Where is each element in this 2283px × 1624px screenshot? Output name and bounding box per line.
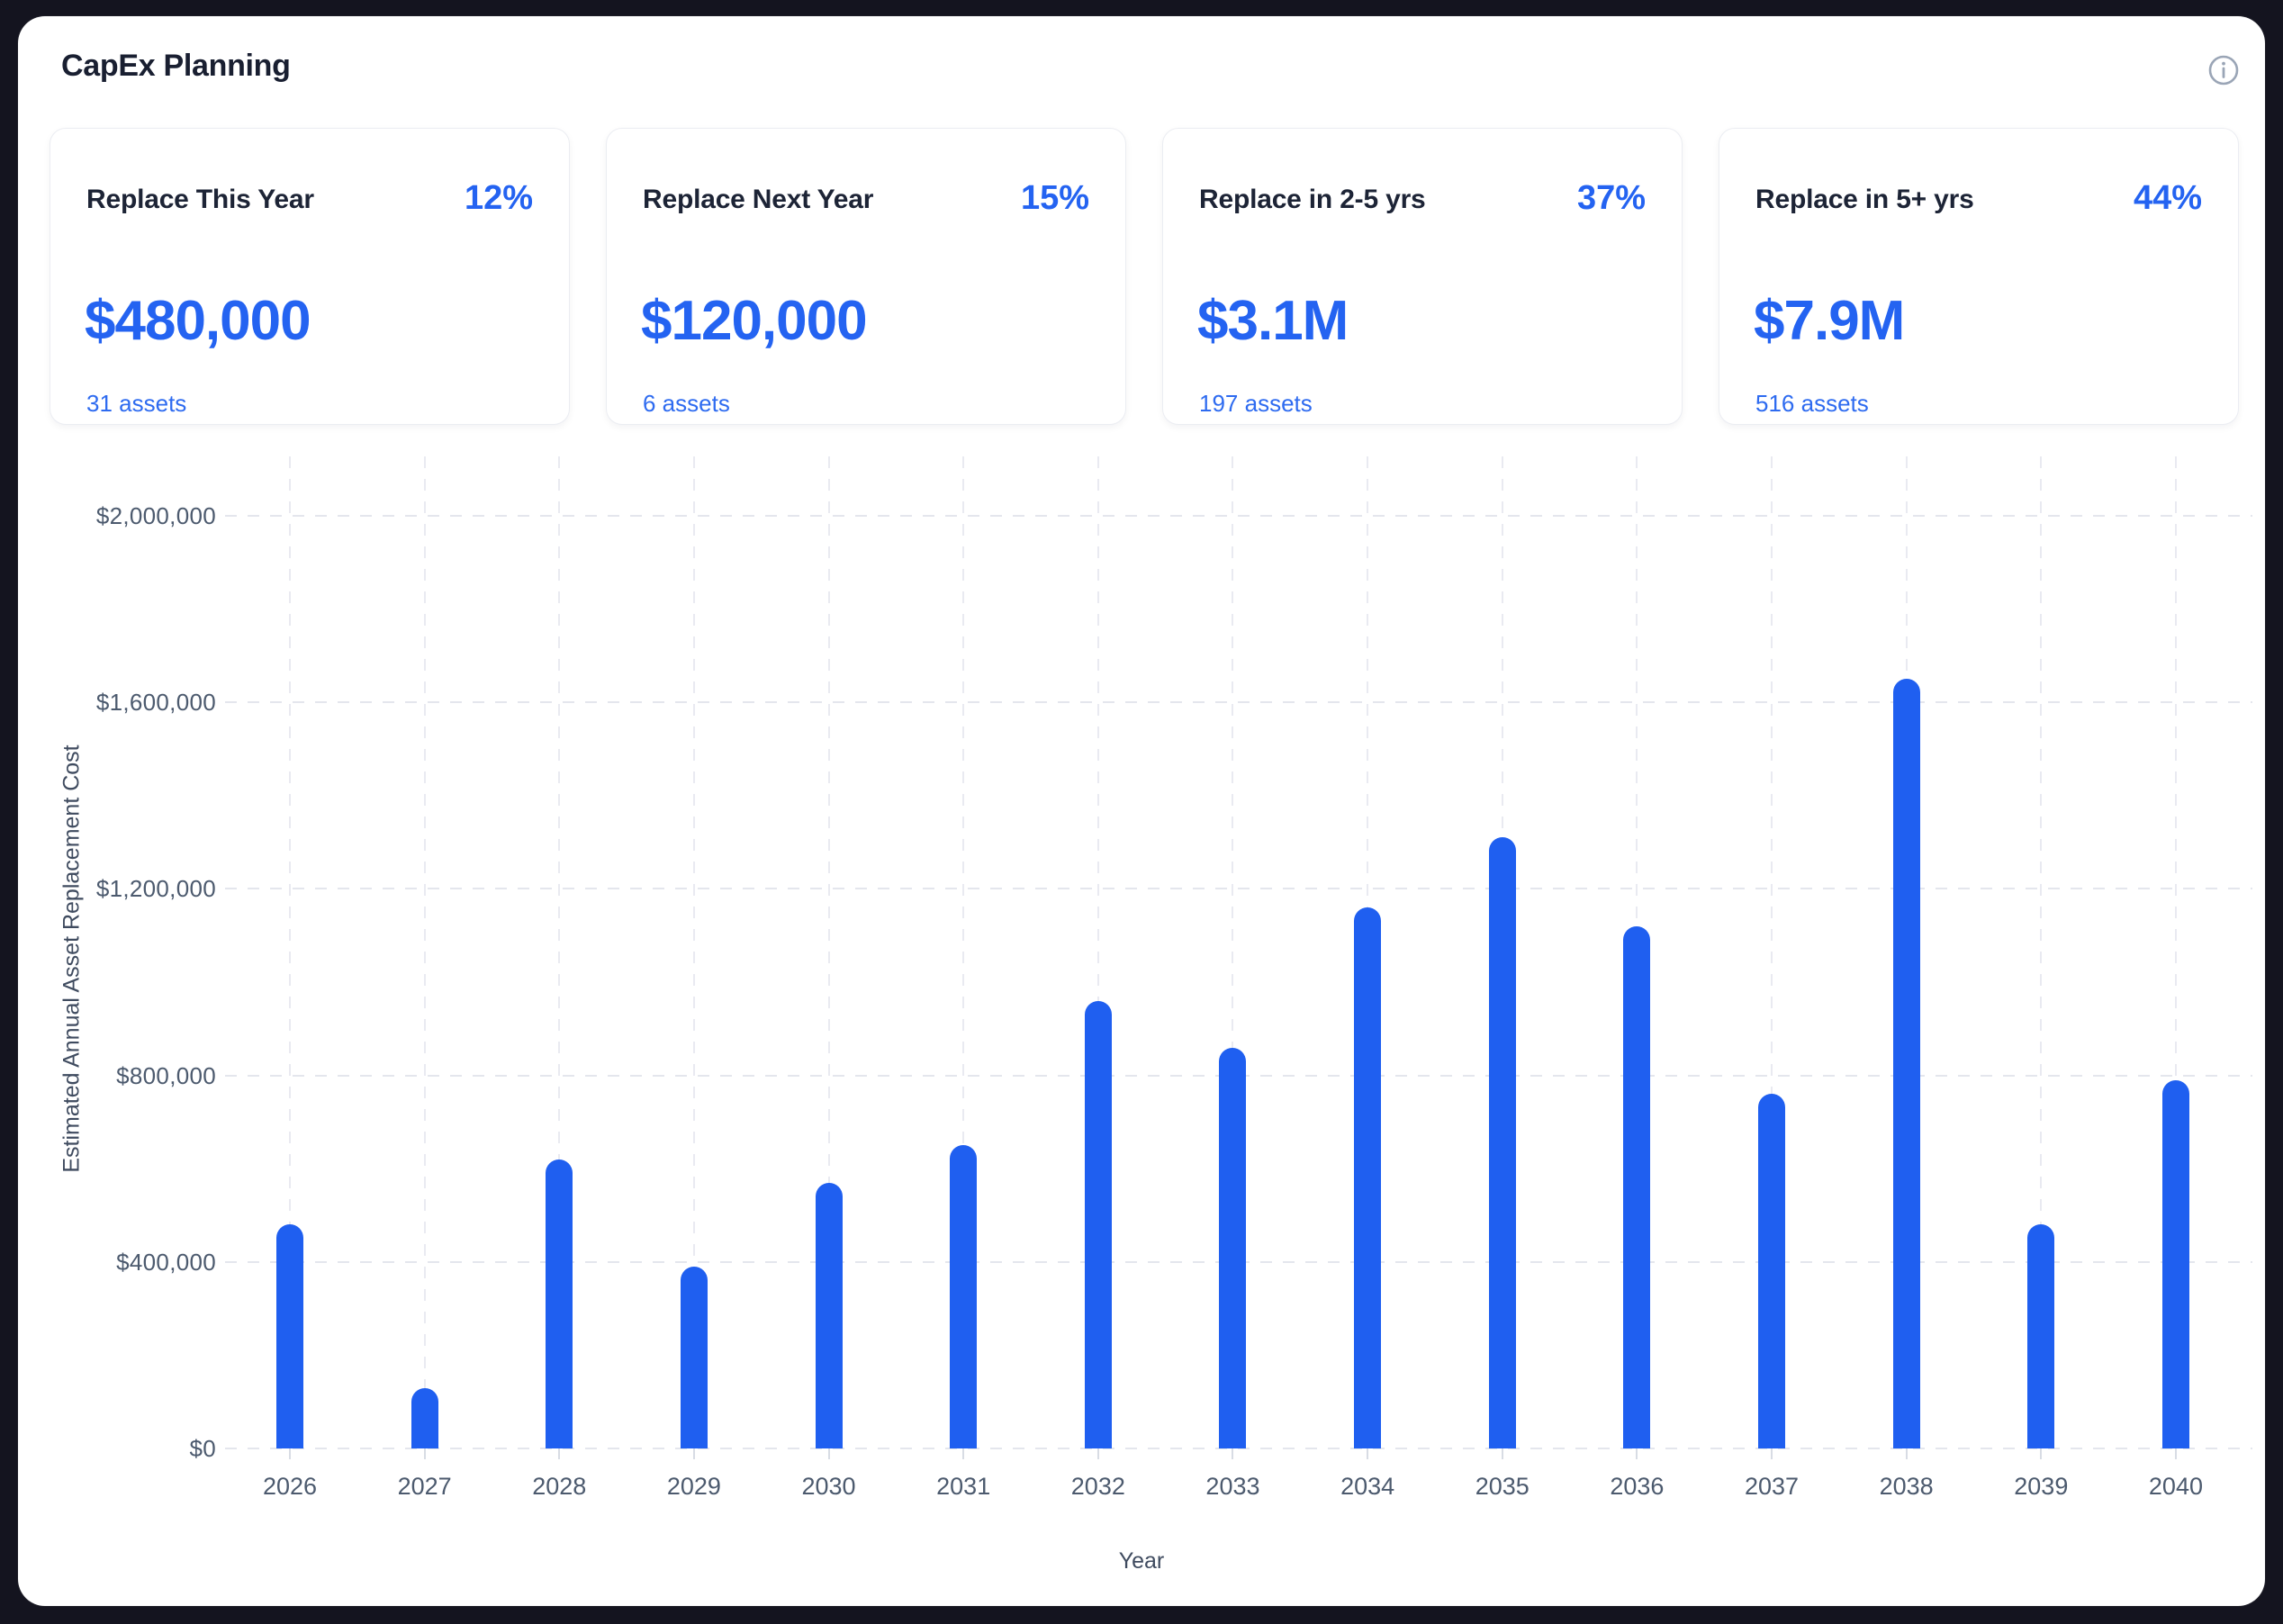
y-tick-label-0: $0	[70, 1435, 216, 1463]
x-axis-tick-2030	[828, 1448, 830, 1459]
x-tick-label-2034: 2034	[1304, 1473, 1430, 1501]
y-tick-label-1200000: $1,200,000	[70, 875, 216, 903]
x-tick-label-2031: 2031	[900, 1473, 1026, 1501]
bar-2028[interactable]	[546, 1159, 573, 1448]
x-tick-label-2035: 2035	[1439, 1473, 1566, 1501]
bar-2027[interactable]	[411, 1388, 438, 1448]
x-tick-label-2027: 2027	[362, 1473, 488, 1501]
bar-2034[interactable]	[1354, 907, 1381, 1448]
x-axis-tick-2035	[1502, 1448, 1503, 1459]
x-axis-tick-2029	[693, 1448, 695, 1459]
x-tick-label-2029: 2029	[631, 1473, 757, 1501]
bar-2030[interactable]	[816, 1183, 843, 1448]
y-tick-label-800000: $800,000	[70, 1062, 216, 1090]
x-axis-tick-2032	[1097, 1448, 1099, 1459]
x-tick-label-2039: 2039	[1978, 1473, 2104, 1501]
h-gridline-2000000	[225, 515, 2252, 517]
bar-2036[interactable]	[1623, 926, 1650, 1448]
y-tick-label-1600000: $1,600,000	[70, 689, 216, 717]
bar-2031[interactable]	[950, 1145, 977, 1448]
x-axis-tick-2033	[1232, 1448, 1233, 1459]
x-axis-tick-2027	[424, 1448, 426, 1459]
bar-2040[interactable]	[2162, 1080, 2189, 1448]
x-tick-label-2038: 2038	[1844, 1473, 1970, 1501]
x-axis-tick-2036	[1636, 1448, 1638, 1459]
x-tick-label-2040: 2040	[2113, 1473, 2239, 1501]
x-axis-tick-2039	[2040, 1448, 2042, 1459]
x-tick-label-2028: 2028	[496, 1473, 622, 1501]
y-axis-title: Estimated Annual Asset Replacement Cost	[59, 744, 86, 1172]
page-background: { "header": { "title": "CapEx Planning" …	[0, 0, 2283, 1624]
x-tick-label-2026: 2026	[227, 1473, 353, 1501]
x-axis-tick-2040	[2175, 1448, 2177, 1459]
x-axis-tick-2031	[962, 1448, 964, 1459]
x-axis-tick-2026	[289, 1448, 291, 1459]
x-axis-title: Year	[1087, 1548, 1196, 1574]
capex-bar-chart: Estimated Annual Asset Replacement Cost …	[18, 16, 2265, 1606]
y-tick-label-2000000: $2,000,000	[70, 502, 216, 530]
bar-2026[interactable]	[276, 1224, 303, 1448]
x-axis-tick-2038	[1906, 1448, 1908, 1459]
bar-2037[interactable]	[1758, 1094, 1785, 1448]
bar-2035[interactable]	[1489, 837, 1516, 1448]
bar-2039[interactable]	[2027, 1224, 2054, 1448]
h-gridline-1200000	[225, 888, 2252, 889]
x-tick-label-2036: 2036	[1574, 1473, 1700, 1501]
x-tick-label-2037: 2037	[1709, 1473, 1835, 1501]
y-tick-label-400000: $400,000	[70, 1249, 216, 1277]
x-tick-label-2033: 2033	[1169, 1473, 1295, 1501]
x-tick-label-2032: 2032	[1035, 1473, 1161, 1501]
bar-2033[interactable]	[1219, 1048, 1246, 1448]
x-tick-label-2030: 2030	[766, 1473, 892, 1501]
x-axis-tick-2028	[558, 1448, 560, 1459]
bar-2029[interactable]	[681, 1267, 708, 1448]
v-gridline-2027	[424, 456, 426, 1448]
main-panel: CapEx Planning Replace This Year 12% $48…	[18, 16, 2265, 1606]
bar-2038[interactable]	[1893, 679, 1920, 1448]
x-axis-tick-2034	[1367, 1448, 1368, 1459]
bar-2032[interactable]	[1085, 1001, 1112, 1448]
h-gridline-1600000	[225, 701, 2252, 703]
x-axis-tick-2037	[1771, 1448, 1773, 1459]
